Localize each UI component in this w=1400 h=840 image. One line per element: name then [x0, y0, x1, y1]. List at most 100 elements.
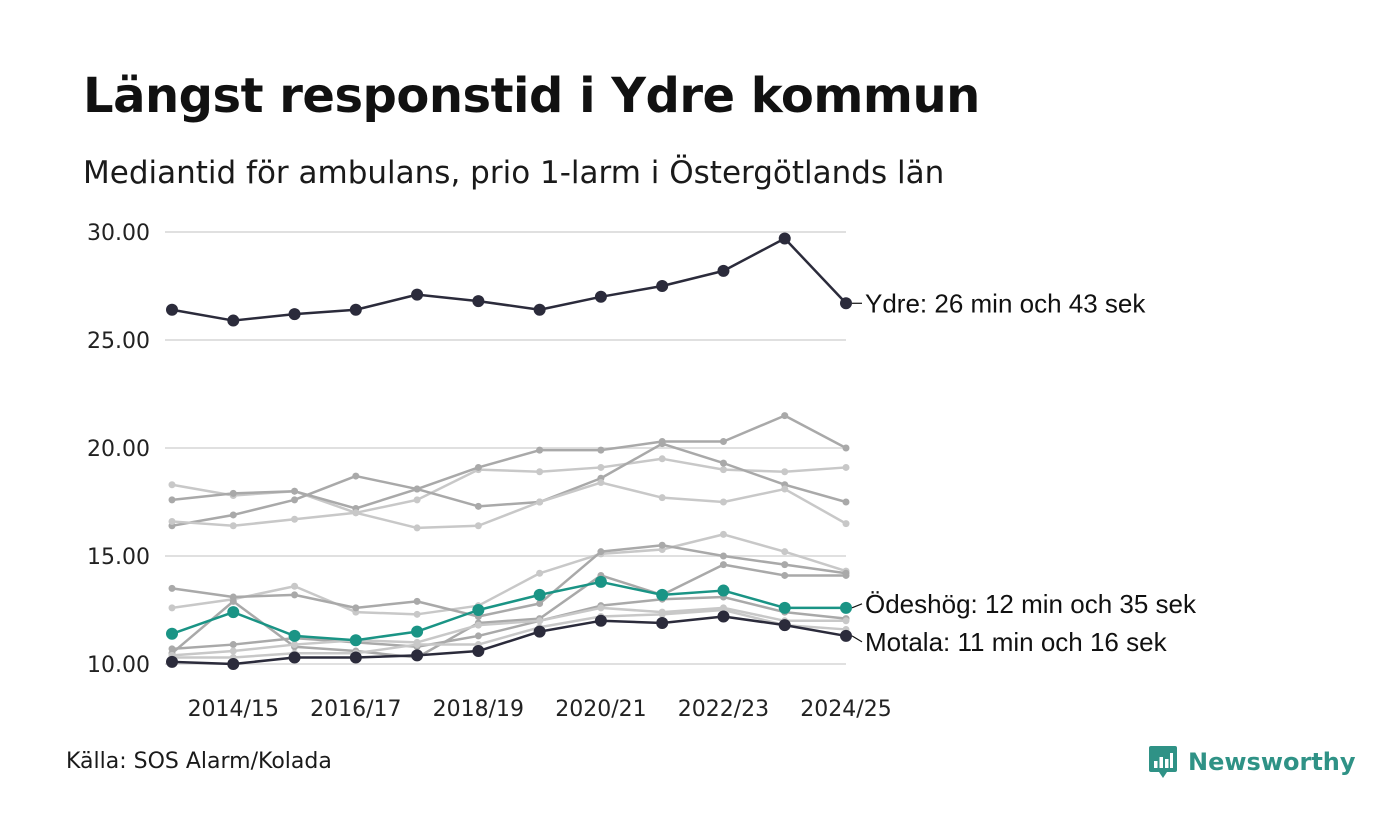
y-axis-ticks: 10.00 15.00 20.00 25.00 30.00: [87, 221, 150, 678]
data-point: [227, 658, 240, 670]
data-point: [658, 494, 666, 502]
data-point: [291, 487, 299, 495]
data-point: [842, 571, 850, 579]
data-point: [472, 645, 485, 658]
chart-subtitle: Mediantid för ambulans, prio 1-larm i Ös…: [83, 155, 945, 191]
data-point: [533, 625, 546, 638]
x-tick-label: 2020/21: [555, 697, 646, 722]
line-chart: 10.00 15.00 20.00 25.00 30.00 2014/15 2016/17…: [87, 221, 1197, 722]
data-point: [594, 614, 607, 627]
data-point: [781, 561, 789, 569]
x-tick-label: 2022/23: [678, 697, 769, 722]
data-point: [168, 481, 176, 489]
data-point: [352, 472, 360, 480]
data-point: [840, 629, 852, 642]
series-motala: [166, 610, 852, 670]
data-point: [349, 651, 362, 664]
series-line: [171, 543, 847, 618]
data-point: [474, 502, 482, 510]
data-point: [781, 571, 789, 579]
data-point: [719, 459, 727, 467]
end-label-ödeshög: Ödeshög: 12 min och 35 sek: [865, 589, 1197, 619]
series-övrig-kommun-e: [168, 530, 850, 618]
data-point: [658, 455, 666, 463]
series-övrig-kommun-j: [168, 606, 850, 662]
data-point: [166, 627, 178, 640]
data-point: [288, 651, 301, 664]
data-point: [227, 314, 240, 327]
data-point: [840, 601, 852, 614]
data-point: [597, 479, 605, 487]
data-point: [597, 463, 605, 471]
data-point: [781, 412, 789, 420]
data-point: [717, 264, 730, 277]
data-point: [291, 591, 299, 599]
data-point: [474, 463, 482, 471]
data-point: [719, 438, 727, 446]
x-tick-label: 2024/25: [800, 697, 891, 722]
series-line: [172, 608, 847, 659]
data-point: [229, 489, 237, 497]
data-point: [168, 645, 176, 653]
data-point: [411, 288, 424, 301]
data-point: [594, 290, 607, 303]
data-point: [778, 232, 791, 245]
data-point: [536, 446, 544, 454]
chart-title: Längst responstid i Ydre kommun: [83, 68, 980, 124]
end-label-ydre: Ydre: 26 min och 43 sek: [865, 288, 1146, 318]
series-line: [171, 606, 846, 657]
data-point: [349, 303, 362, 316]
data-point: [781, 468, 789, 476]
data-point: [719, 561, 727, 569]
data-point: [352, 509, 360, 517]
data-point: [533, 588, 546, 601]
x-axis-ticks: 2014/15 2016/17 2018/19 2020/21 2022/23 2024/…: [188, 697, 892, 722]
data-point: [536, 600, 544, 608]
data-point: [168, 517, 176, 525]
data-point: [474, 621, 482, 629]
data-point: [536, 468, 544, 476]
data-point: [536, 569, 544, 577]
data-point: [778, 601, 791, 614]
series-ydre: [166, 232, 852, 327]
data-point: [719, 498, 727, 506]
data-point: [594, 575, 607, 588]
label-leader: [851, 603, 863, 609]
data-point: [288, 629, 301, 642]
data-point: [719, 466, 727, 474]
data-point: [413, 641, 421, 649]
data-point: [229, 647, 237, 655]
data-point: [168, 496, 176, 504]
data-point: [656, 588, 669, 601]
series-övrig-kommun-a: [168, 455, 850, 517]
x-tick-label: 2016/17: [310, 697, 401, 722]
data-point: [166, 655, 178, 668]
data-point: [717, 610, 730, 623]
series-lines: [166, 232, 852, 670]
data-point: [474, 632, 482, 640]
brand-name: Newsworthy: [1188, 748, 1356, 776]
data-point: [842, 498, 850, 506]
data-point: [472, 604, 485, 616]
series-line: [171, 580, 846, 642]
data-point: [349, 634, 362, 647]
data-point: [413, 524, 421, 532]
data-point: [413, 597, 421, 605]
series-övrig-kommun-b: [168, 440, 850, 512]
data-point: [656, 616, 669, 629]
data-point: [229, 597, 237, 605]
series-line: [171, 595, 847, 651]
data-point: [658, 438, 666, 446]
data-point: [168, 604, 176, 612]
series-övrig-kommun-i: [168, 604, 850, 659]
data-point: [229, 641, 237, 649]
data-point: [842, 463, 850, 471]
data-point: [658, 541, 666, 549]
data-point: [474, 522, 482, 530]
data-point: [536, 617, 544, 625]
data-point: [291, 641, 299, 649]
data-point: [166, 303, 178, 316]
series-line: [171, 414, 847, 527]
data-point: [840, 297, 852, 310]
data-point: [291, 582, 299, 590]
